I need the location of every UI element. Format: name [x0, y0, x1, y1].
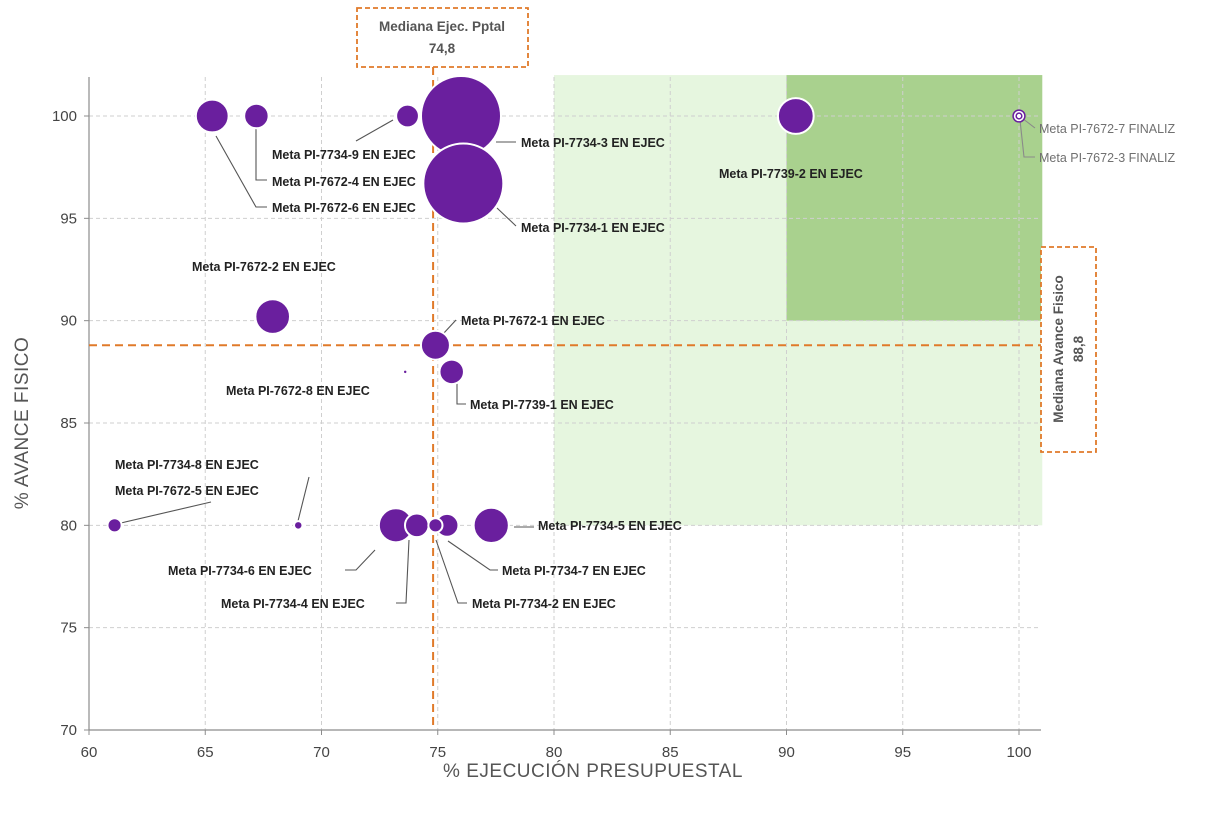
bubble — [254, 298, 291, 335]
median-x-label: Mediana Ejec. Pptal — [379, 19, 505, 34]
leader-line — [120, 501, 212, 524]
bubble — [293, 520, 304, 531]
leader-line — [447, 540, 498, 571]
median-y-value: 88,8 — [1071, 335, 1086, 362]
bubble — [472, 506, 510, 544]
bubble — [419, 329, 451, 361]
leader-line — [435, 539, 467, 604]
y-tick-label: 100 — [52, 108, 77, 125]
median-y-callout: Mediana Avance Fisico 88,8 — [1040, 246, 1097, 453]
point-label: Meta PI-7734-9 EN EJEC — [272, 148, 416, 162]
bubble — [243, 102, 270, 130]
x-tick-label: 80 — [546, 744, 563, 761]
median-x-box — [356, 7, 529, 68]
point-label: Meta PI-7672-5 EN EJEC — [115, 484, 259, 498]
point-label: Meta PI-7734-5 EN EJEC — [538, 519, 682, 533]
point-label: Meta PI-7739-1 EN EJEC — [470, 398, 614, 412]
point-labels: Meta PI-7734-9 EN EJEC Meta PI-7672-4 EN … — [115, 122, 1176, 611]
leader-line — [297, 476, 310, 522]
leader-line — [442, 319, 457, 335]
y-tick-label: 80 — [60, 517, 77, 534]
x-tick-label: 65 — [197, 744, 214, 761]
point-label: Meta PI-7734-2 EN EJEC — [472, 597, 616, 611]
median-x-value: 74,8 — [429, 41, 456, 56]
bubbles — [106, 75, 1026, 544]
point-label: Meta PI-7672-1 EN EJEC — [461, 314, 605, 328]
leader-line — [345, 549, 376, 571]
leader-line — [355, 119, 394, 142]
x-axis-title: % EJECUCIÓN PRESUPUESTAL — [443, 760, 743, 782]
point-label: Meta PI-7734-1 EN EJEC — [521, 221, 665, 235]
leader-line — [396, 539, 410, 604]
median-y-box — [1040, 246, 1097, 453]
y-tick-label: 70 — [60, 722, 77, 739]
bubble — [422, 142, 505, 225]
leader-line — [255, 128, 267, 181]
bubble — [401, 368, 409, 376]
point-label: Meta PI-7672-3 FINALIZ — [1039, 151, 1176, 165]
y-tick-label: 95 — [60, 210, 77, 227]
point-label: Meta PI-7672-7 FINALIZ — [1039, 122, 1176, 136]
point-label: Meta PI-7739-2 EN EJEC — [719, 167, 863, 181]
x-tick-label: 100 — [1006, 744, 1031, 761]
bubble — [395, 103, 420, 129]
axes — [84, 77, 1041, 735]
bubble — [194, 98, 230, 134]
leader-line — [1019, 119, 1035, 158]
x-tick-label: 70 — [313, 744, 330, 761]
point-label: Meta PI-7672-8 EN EJEC — [226, 384, 370, 398]
tick-labels: 60 65 70 75 80 85 90 95 100 70 75 80 85 90 95 100 — [52, 108, 1032, 761]
x-tick-label: 90 — [778, 744, 795, 761]
point-label: Meta PI-7734-6 EN EJEC — [168, 564, 312, 578]
bubble — [776, 97, 815, 135]
y-tick-label: 85 — [60, 415, 77, 432]
point-label: Meta PI-7672-4 EN EJEC — [272, 175, 416, 189]
leader-line — [496, 207, 517, 227]
x-tick-label: 75 — [429, 744, 446, 761]
point-label: Meta PI-7734-8 EN EJEC — [115, 458, 259, 472]
point-label: Meta PI-7672-2 EN EJEC — [192, 260, 336, 274]
leader-line — [215, 135, 267, 208]
median-x-callout: Mediana Ejec. Pptal 74,8 — [356, 7, 529, 68]
x-tick-label: 95 — [894, 744, 911, 761]
bubble — [427, 517, 444, 534]
y-tick-label: 90 — [60, 313, 77, 330]
point-label: Meta PI-7672-6 EN EJEC — [272, 201, 416, 215]
highlight-region-dark — [786, 75, 1043, 321]
x-tick-label: 60 — [81, 744, 98, 761]
x-tick-label: 85 — [662, 744, 679, 761]
bubble — [403, 512, 430, 539]
median-y-label: Mediana Avance Fisico — [1051, 275, 1066, 423]
point-label: Meta PI-7734-4 EN EJEC — [221, 597, 365, 611]
y-tick-label: 75 — [60, 620, 77, 637]
point-label: Meta PI-7734-3 EN EJEC — [521, 136, 665, 150]
bubble — [438, 358, 465, 386]
bubble — [1015, 112, 1023, 120]
y-axis-title: % AVANCE FISICO — [12, 337, 33, 510]
gridlines — [89, 77, 1041, 730]
point-label: Meta PI-7734-7 EN EJEC — [502, 564, 646, 578]
bubble — [106, 517, 123, 534]
leader-line — [456, 383, 466, 405]
